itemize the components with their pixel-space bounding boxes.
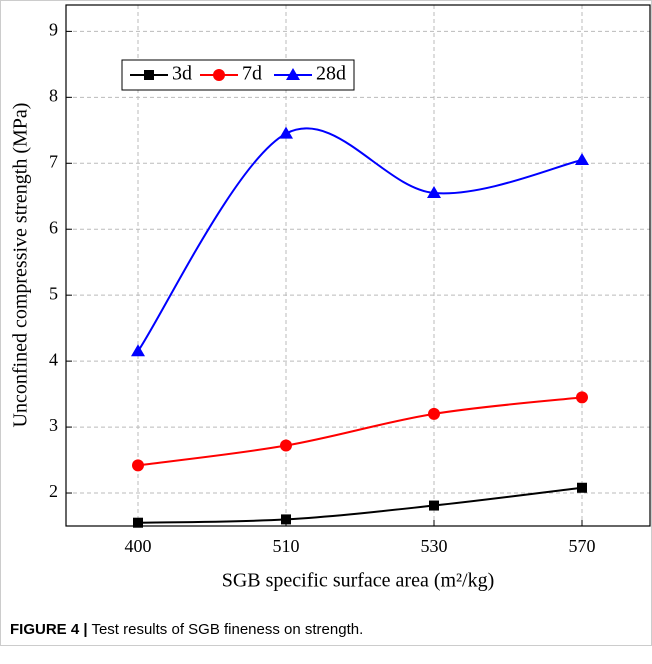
caption-text: Test results of SGB fineness on strength… <box>91 621 363 638</box>
marker <box>286 68 300 80</box>
x-tick-label: 510 <box>273 536 300 556</box>
legend-label: 3d <box>172 63 192 85</box>
x-tick-label: 530 <box>421 536 448 556</box>
series-line <box>137 396 583 467</box>
marker <box>576 391 588 404</box>
y-tick-label: 2 <box>49 481 58 501</box>
marker <box>281 514 291 525</box>
caption: FIGURE 4 | Test results of SGB fineness … <box>10 621 363 638</box>
marker <box>144 70 154 80</box>
marker <box>575 152 589 165</box>
marker <box>279 126 293 139</box>
marker <box>577 482 587 493</box>
y-tick-label: 8 <box>49 85 58 105</box>
legend-label: 7d <box>242 63 262 85</box>
marker <box>429 500 439 511</box>
y-tick-label: 7 <box>49 151 58 171</box>
marker <box>213 69 225 81</box>
x-tick-label: 400 <box>125 536 152 556</box>
marker <box>280 439 292 452</box>
x-axis-label: SGB specific surface area (m²/kg) <box>222 570 495 592</box>
series-line <box>137 486 583 524</box>
marker <box>132 459 144 472</box>
legend-label: 28d <box>316 63 346 85</box>
y-tick-label: 6 <box>49 217 58 237</box>
y-tick-label: 9 <box>49 20 58 40</box>
x-tick-label: 570 <box>569 536 596 556</box>
marker <box>428 407 440 420</box>
y-tick-label: 4 <box>49 349 58 369</box>
marker <box>133 517 143 528</box>
y-tick-label: 3 <box>49 415 58 435</box>
marker <box>131 344 145 357</box>
caption-label: FIGURE 4 | <box>10 621 88 638</box>
legend: 3d 7d 28d <box>121 59 355 91</box>
series-line <box>137 127 583 352</box>
y-tick-label: 5 <box>49 283 58 303</box>
y-axis-label: Unconfined compressive strength (MPa) <box>10 103 32 428</box>
marker <box>427 185 441 198</box>
plot-frame <box>65 4 651 527</box>
